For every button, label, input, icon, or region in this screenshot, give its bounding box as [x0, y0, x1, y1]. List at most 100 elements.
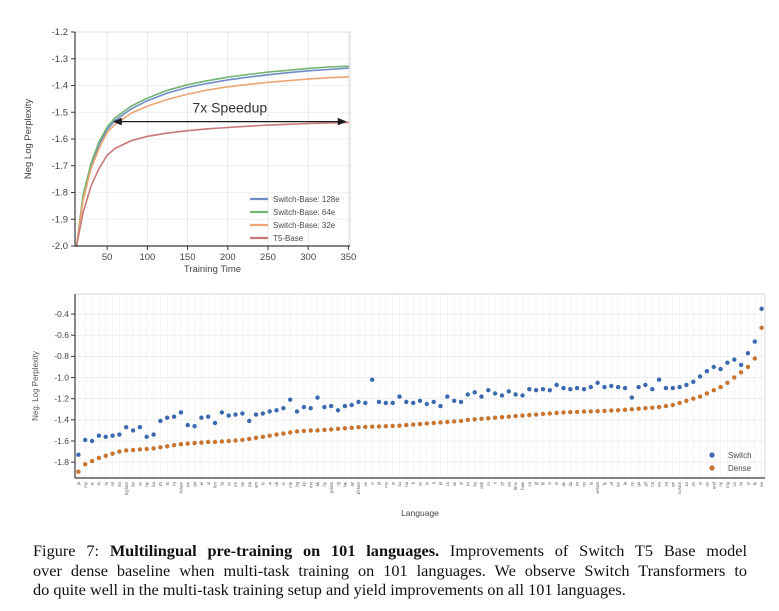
- svg-text:pl: pl: [438, 482, 443, 485]
- svg-text:-1.4: -1.4: [54, 415, 69, 425]
- svg-text:lt: lt: [431, 481, 436, 484]
- series-line-switch-base-32e: [75, 76, 350, 247]
- svg-text:ca: ca: [527, 481, 532, 486]
- caption-line-1-rest: Improvements of Switch T5 Base model: [439, 541, 747, 560]
- svg-text:hy: hy: [322, 481, 327, 486]
- svg-text:kn: kn: [117, 481, 122, 486]
- svg-text:et: et: [418, 481, 423, 485]
- svg-text:Switch: Switch: [728, 451, 752, 460]
- svg-text:sn: sn: [705, 481, 710, 486]
- svg-text:nl: nl: [554, 482, 559, 485]
- svg-text:mk: mk: [288, 481, 293, 487]
- svg-text:st: st: [698, 481, 703, 485]
- svg-text:sv: sv: [575, 481, 580, 486]
- svg-text:ru: ru: [172, 481, 177, 485]
- svg-text:ny: ny: [718, 481, 723, 486]
- svg-text:lb: lb: [752, 481, 757, 485]
- svg-text:300: 300: [300, 252, 316, 263]
- svg-text:und: und: [711, 481, 716, 489]
- svg-text:ar: ar: [138, 481, 143, 485]
- caption-line-1: Figure 7: Multilingual pre-training on 1…: [33, 541, 747, 561]
- top-chart-xlabel: Training Time: [184, 264, 241, 275]
- svg-text:da: da: [568, 481, 573, 486]
- series-line-switch-base-128e: [75, 67, 350, 247]
- series-line-switch-base-64e: [75, 65, 350, 247]
- svg-text:ja: ja: [76, 481, 81, 486]
- top-chart-series: [75, 65, 350, 247]
- svg-text:jv: jv: [390, 481, 395, 486]
- top-chart-legend: Switch-Base: 128e Switch-Base: 64e Switch-…: [250, 195, 340, 243]
- svg-text:no: no: [582, 481, 587, 486]
- svg-text:-1.9: -1.9: [52, 214, 68, 225]
- svg-text:ka: ka: [151, 481, 156, 486]
- svg-text:pa: pa: [247, 481, 252, 486]
- svg-text:ja-latn: ja-latn: [329, 481, 334, 494]
- svg-text:sw: sw: [670, 481, 675, 487]
- svg-text:id: id: [377, 481, 382, 485]
- svg-text:fil: fil: [541, 482, 546, 485]
- svg-text:he: he: [144, 481, 149, 486]
- svg-text:hr: hr: [465, 481, 470, 485]
- caption-line-3: do quite well in the multi-task training…: [33, 580, 626, 600]
- svg-text:en: en: [759, 481, 764, 486]
- svg-text:-1.0: -1.0: [54, 372, 69, 382]
- svg-text:my: my: [83, 481, 88, 487]
- svg-text:ur: ur: [226, 481, 231, 485]
- svg-text:bs: bs: [472, 482, 477, 486]
- svg-text:-1.4: -1.4: [52, 81, 68, 92]
- svg-text:gl: gl: [534, 482, 539, 485]
- svg-text:bn: bn: [185, 481, 190, 486]
- svg-text:250: 250: [260, 252, 276, 263]
- switch-points: [76, 306, 764, 457]
- svg-text:200: 200: [220, 252, 236, 263]
- svg-text:tg: tg: [336, 481, 341, 485]
- svg-text:350: 350: [340, 252, 356, 263]
- svg-text:hi-latn: hi-latn: [178, 481, 183, 493]
- svg-text:es: es: [506, 482, 511, 486]
- figure-caption: Figure 7: Multilingual pre-training on 1…: [33, 541, 747, 600]
- svg-text:sk: sk: [452, 481, 457, 486]
- language-tick-labels: ja my te th ta ml kn bg-latn ko ar he ka zh hi ru hi-la…: [76, 481, 764, 495]
- svg-text:ru-latn: ru-latn: [677, 481, 682, 494]
- svg-text:la: la: [623, 481, 628, 485]
- svg-text:cy: cy: [629, 481, 634, 486]
- svg-text:th: th: [97, 481, 102, 485]
- caption-line-2: over dense baseline when multi-task trai…: [33, 560, 747, 580]
- svg-text:-2.0: -2.0: [52, 241, 68, 252]
- svg-text:xh: xh: [691, 481, 696, 486]
- svg-text:sq: sq: [664, 481, 669, 486]
- svg-text:hu: hu: [404, 481, 409, 486]
- svg-text:ta: ta: [103, 481, 108, 485]
- svg-text:hi: hi: [165, 482, 170, 485]
- svg-text:-0.8: -0.8: [54, 351, 69, 361]
- svg-text:el-latn: el-latn: [595, 481, 600, 493]
- svg-text:fa: fa: [219, 481, 224, 485]
- svg-text:az: az: [349, 482, 354, 486]
- svg-text:-1.7: -1.7: [52, 161, 68, 172]
- svg-text:Switch-Base: 128e: Switch-Base: 128e: [273, 195, 340, 204]
- top-chart-gridlines: [75, 31, 350, 247]
- svg-text:bg: bg: [295, 481, 300, 486]
- svg-text:de: de: [561, 481, 566, 486]
- svg-text:kk: kk: [315, 481, 320, 486]
- speedup-label: 7x Speedup: [192, 100, 267, 116]
- bottom-chart-ylabel: Neg. Log Perplexity: [31, 351, 40, 421]
- svg-text:ko: ko: [131, 481, 136, 486]
- svg-text:fy: fy: [602, 481, 607, 485]
- svg-text:am: am: [254, 481, 259, 487]
- svg-text:mr: mr: [233, 481, 238, 486]
- svg-text:ml: ml: [110, 482, 115, 486]
- svg-text:ht: ht: [739, 481, 744, 485]
- top-chart-ylabel: Neg Log Perplexity: [23, 99, 34, 180]
- svg-text:ro: ro: [486, 481, 491, 485]
- svg-text:uz: uz: [363, 482, 368, 486]
- svg-text:zh: zh: [158, 481, 163, 486]
- bottom-scatter-chart-svg: -0.4 -0.6 -0.8 -1.0 -1.2 -1.4 -1.6 -1.8 ja my te th…: [31, 293, 766, 518]
- svg-text:ky: ky: [301, 481, 306, 486]
- series-line-t5-base: [75, 121, 350, 247]
- svg-text:50: 50: [102, 252, 113, 263]
- svg-text:mg: mg: [725, 481, 730, 487]
- svg-text:pt: pt: [500, 481, 505, 485]
- svg-text:mn: mn: [308, 481, 313, 487]
